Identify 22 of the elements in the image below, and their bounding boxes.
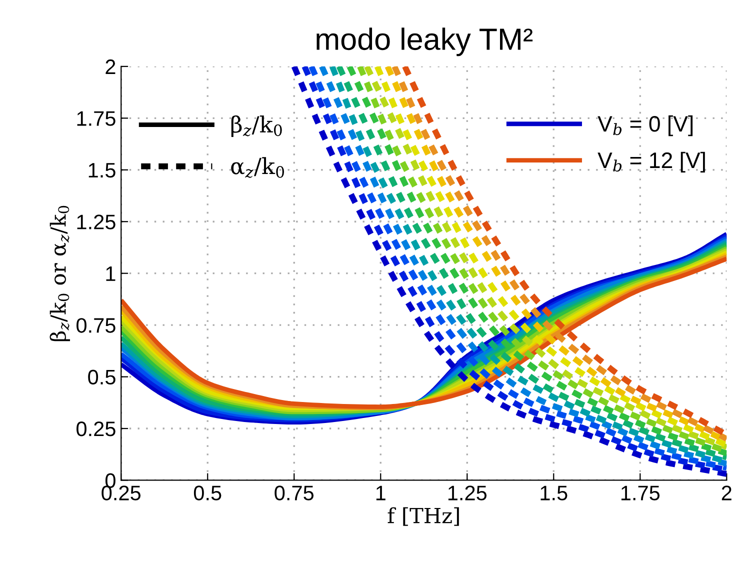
x-tick-label: 1.75 xyxy=(621,486,660,500)
y-tick-label: 1 xyxy=(106,266,116,281)
y-tick-label: 1.75 xyxy=(77,111,116,126)
y-tick-label: 0.25 xyxy=(76,422,116,436)
chart-title: modo leaky TM² xyxy=(316,28,533,56)
annotation: α$_{z}$/k$_{0}$ xyxy=(231,157,284,178)
legend-label: V$_{b}$ = 12 [V] xyxy=(598,152,705,173)
y-tick-label: 0.5 xyxy=(88,370,116,385)
y-axis-title: β$_{z}$/k$_{0}$ or α$_{z}$/k$_{0}$ xyxy=(50,206,70,342)
legend-label: V$_{b}$ = 0 [V] xyxy=(598,115,693,136)
x-tick-label: 2 xyxy=(722,486,732,500)
x-tick-label: 0.75 xyxy=(274,486,314,500)
x-tick-label: 1.25 xyxy=(448,486,487,500)
x-tick-label: 1.5 xyxy=(540,486,568,500)
y-tick-label: 0.75 xyxy=(76,318,116,333)
x-tick-label: 0.5 xyxy=(194,486,222,500)
y-tick-label: 1.5 xyxy=(88,163,116,178)
y-tick-label: 1.25 xyxy=(77,214,116,230)
x-axis-title: f [THz] xyxy=(388,507,459,526)
y-tick-label: 2 xyxy=(106,59,116,74)
annotation: β$_{z}$/k$_{0}$ xyxy=(231,115,282,138)
x-tick-label: 1 xyxy=(376,486,386,500)
